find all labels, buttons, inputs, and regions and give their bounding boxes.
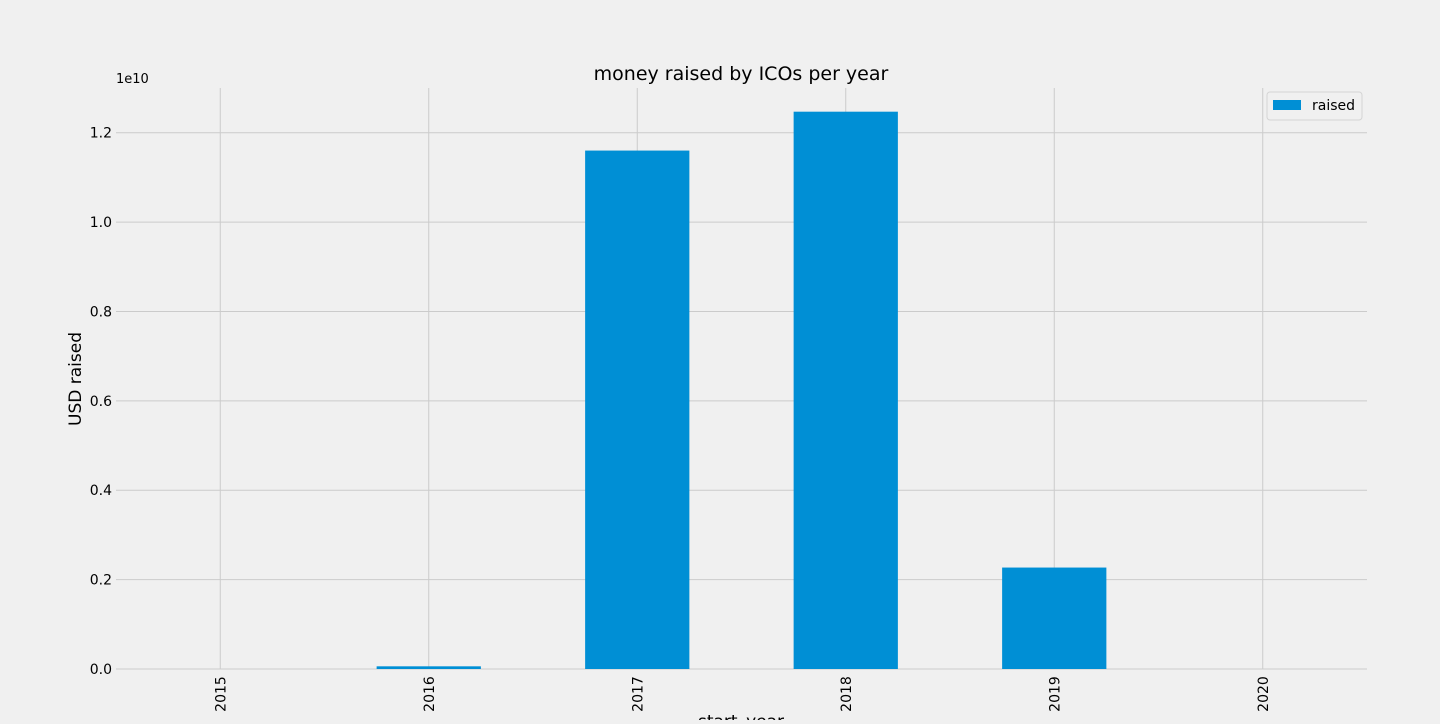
y-tick-label: 0.0 <box>90 662 112 678</box>
x-tick-label: 2017 <box>630 676 646 712</box>
legend-box <box>1266 91 1363 121</box>
x-tick-label: 2019 <box>1047 676 1063 712</box>
bar-2016 <box>376 666 481 669</box>
y-axis-label: USD raised <box>66 332 86 426</box>
bar-2018 <box>793 111 898 670</box>
y-tick-label: 1.0 <box>90 215 112 231</box>
legend: raised <box>1266 91 1363 121</box>
x-tick-labels: 2015 2016 2017 2018 2019 2020 <box>213 676 1272 712</box>
y-offset-label: 1e10 <box>116 72 149 87</box>
bars <box>376 111 1107 670</box>
x-tick-label: 2020 <box>1256 676 1272 712</box>
y-tick-label: 0.2 <box>90 573 112 589</box>
y-tick-label: 1.2 <box>90 126 112 142</box>
grid-lines <box>116 88 1367 670</box>
y-tick-label: 0.6 <box>90 394 112 410</box>
bar-2019 <box>1002 567 1107 669</box>
y-tick-label: 0.8 <box>90 304 112 320</box>
x-tick-label: 2016 <box>422 676 438 712</box>
y-tick-label: 0.4 <box>90 483 112 499</box>
y-tick-labels: 0.0 0.2 0.4 0.6 0.8 1.0 1.2 <box>90 126 112 678</box>
bar-2017 <box>585 150 690 670</box>
legend-label-raised: raised <box>1312 98 1355 114</box>
x-tick-label: 2018 <box>839 676 855 712</box>
x-axis-label: start_year <box>698 712 784 720</box>
chart-title: money raised by ICOs per year <box>594 63 889 85</box>
x-tick-label: 2015 <box>213 676 229 712</box>
legend-swatch-raised <box>1273 100 1301 110</box>
